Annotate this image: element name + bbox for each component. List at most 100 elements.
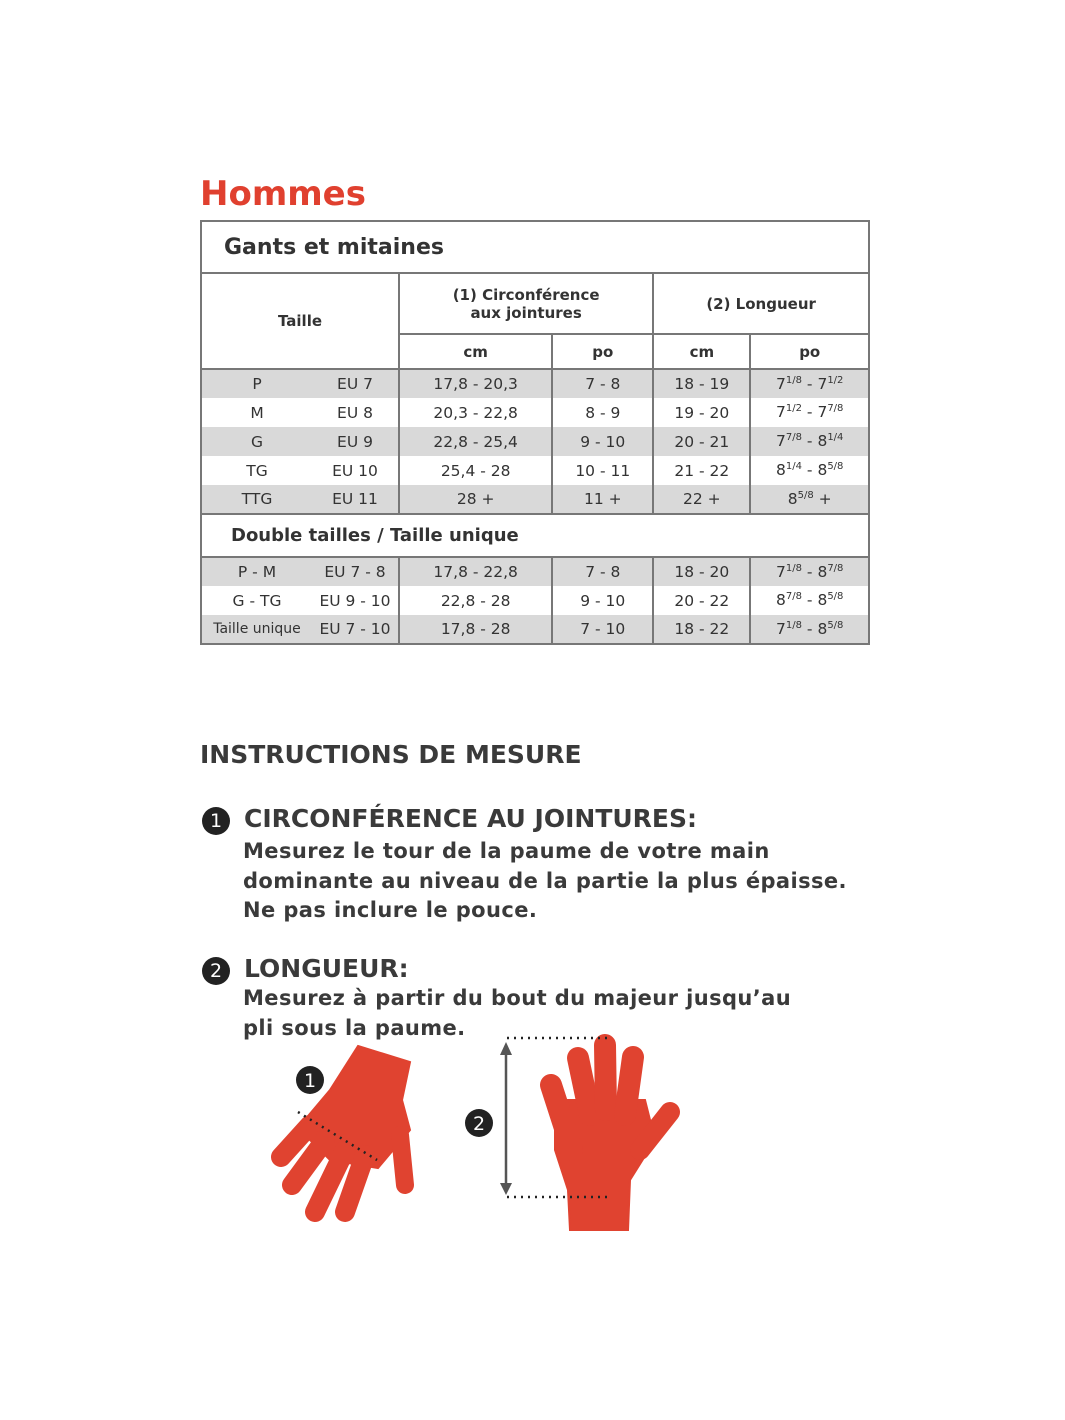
table-row: G - TG EU 9 - 10 22,8 - 28 9 - 10 20 - 22 8 7/… [200, 586, 870, 615]
po-fraction: 1/8 [785, 619, 802, 631]
po-whole: 8 [787, 490, 798, 509]
step-line: Mesurez à partir du bout du majeur jusqu… [243, 986, 792, 1010]
size-chart-table: Gants et mitaines Taille (1) Circonféren… [200, 220, 870, 645]
header-circ-po: po [551, 333, 655, 370]
po-fraction: 7/8 [827, 562, 844, 574]
header-len-cm: cm [652, 333, 752, 370]
length-cm-cell: 19 - 20 [652, 398, 752, 427]
po-whole: 8 [817, 563, 828, 582]
size-cell: TG [200, 456, 312, 485]
size-cell: G [200, 427, 312, 456]
header-size: Taille [200, 272, 400, 370]
table-row: P - M EU 7 - 8 17,8 - 22,8 7 - 8 18 - 20 71/8… [200, 556, 870, 586]
length-cm-cell: 18 - 20 [652, 556, 752, 586]
header-circumference-line1: (1) Circonférence [452, 285, 600, 304]
po-separator: - [801, 375, 818, 394]
instructions-heading: INSTRUCTIONS DE MESURE [200, 740, 582, 769]
circ-cm-cell: 17,8 - 20,3 [397, 368, 554, 398]
circ-po-cell: 8 - 9 [551, 398, 655, 427]
po-fraction: 5/8 [827, 619, 844, 631]
arrow-down-icon [500, 1183, 512, 1195]
header-circumference-line2: aux jointures [470, 303, 582, 322]
length-po-cell: 81/4 - 85/8 [749, 456, 870, 485]
po-whole: 7 [776, 432, 786, 451]
po-whole: 7 [776, 563, 786, 582]
step-line: pli sous la paume. [243, 1015, 466, 1040]
circ-po-cell: 7 - 8 [551, 368, 655, 398]
po-whole: 7 [776, 375, 786, 394]
po-fraction: 7/8 [827, 403, 844, 415]
circumference-dotted-line [297, 1110, 378, 1162]
po-suffix: + [818, 490, 832, 509]
length-po-cell: 71/8 - 71/2 [749, 368, 870, 398]
circ-po-cell: 7 - 8 [551, 556, 655, 586]
step-text: Mesurez à partir du bout du majeur jusqu… [243, 984, 863, 1043]
po-whole: 8 [817, 591, 828, 610]
circ-cm-cell: 25,4 - 28 [397, 456, 554, 485]
hand-length-icon [540, 1034, 680, 1231]
step-line: Mesurez le tour de la paume de votre mai… [243, 839, 770, 863]
header-circumference: (1) Circonférence aux jointures [397, 272, 655, 335]
circ-po-cell: 9 - 10 [551, 427, 655, 456]
circ-po-cell: 7 - 10 [551, 615, 655, 645]
po-fraction: 1/2 [827, 374, 844, 386]
po-fraction: 1/8 [785, 562, 802, 574]
step-title: CIRCONFÉRENCE AU JOINTURES: [244, 804, 698, 833]
size-cell: P - M [200, 556, 312, 586]
circ-po-cell: 9 - 10 [551, 586, 655, 615]
label-1: 1 [304, 1070, 316, 1092]
label-1-badge [296, 1066, 324, 1094]
po-fraction: 5/8 [827, 461, 844, 473]
circ-cm-cell: 22,8 - 28 [397, 586, 554, 615]
po-fraction: 5/8 [827, 591, 844, 603]
circ-cm-cell: 28 + [397, 485, 554, 515]
length-po-cell: 71/2 - 77/8 [749, 398, 870, 427]
length-po-cell: 71/8 - 87/8 [749, 556, 870, 586]
eu-size-cell: EU 10 [312, 456, 400, 485]
table-row: TG EU 10 25,4 - 28 10 - 11 21 - 22 81/4 - 85/… [200, 456, 870, 485]
circ-cm-cell: 17,8 - 22,8 [397, 556, 554, 586]
eu-size-cell: EU 9 [312, 427, 400, 456]
step-text: Mesurez le tour de la paume de votre mai… [243, 837, 863, 926]
po-whole: 7 [817, 403, 828, 422]
table-caption: Gants et mitaines [200, 220, 870, 274]
po-fraction: 5/8 [797, 489, 814, 501]
step-title: LONGUEUR: [244, 954, 409, 983]
step-line: dominante au niveau de la partie la plus… [243, 868, 847, 893]
step-line: Ne pas inclure le pouce. [243, 898, 538, 922]
table-row: G EU 9 22,8 - 25,4 9 - 10 20 - 21 77/8 - 81/4 [200, 427, 870, 456]
eu-size-cell: EU 9 - 10 [312, 586, 400, 615]
circ-cm-cell: 17,8 - 28 [397, 615, 554, 645]
po-whole: 7 [776, 403, 786, 422]
hand-circumference-icon [271, 1044, 414, 1222]
size-cell: M [200, 398, 312, 427]
step-number-badge: 1 [202, 807, 230, 835]
circ-cm-cell: 20,3 - 22,8 [397, 398, 554, 427]
eu-size-cell: EU 7 - 10 [312, 615, 400, 645]
po-separator: - [801, 461, 818, 480]
length-cm-cell: 20 - 22 [652, 586, 752, 615]
label-2-badge [465, 1109, 493, 1137]
page-title: Hommes [200, 174, 366, 214]
table-row: M EU 8 20,3 - 22,8 8 - 9 19 - 20 71/2 - 77/8 [200, 398, 870, 427]
length-cm-cell: 21 - 22 [652, 456, 752, 485]
po-fraction: 7/8 [785, 591, 802, 603]
header-circ-cm: cm [397, 333, 554, 370]
po-whole: 8 [776, 461, 786, 480]
circ-po-cell: 10 - 11 [551, 456, 655, 485]
header-len-po: po [749, 333, 870, 370]
po-separator: - [801, 563, 818, 582]
size-cell: G - TG [200, 586, 312, 615]
po-fraction: 1/2 [785, 403, 802, 415]
po-whole: 7 [776, 620, 786, 639]
length-cm-cell: 22 + [652, 485, 752, 515]
arrow-up-icon [500, 1042, 512, 1055]
po-separator: - [801, 591, 818, 610]
header-length: (2) Longueur [652, 272, 870, 335]
label-2: 2 [473, 1113, 485, 1135]
po-fraction: 1/4 [785, 461, 802, 473]
po-whole: 8 [817, 461, 828, 480]
circ-cm-cell: 22,8 - 25,4 [397, 427, 554, 456]
po-fraction: 1/4 [827, 432, 844, 444]
